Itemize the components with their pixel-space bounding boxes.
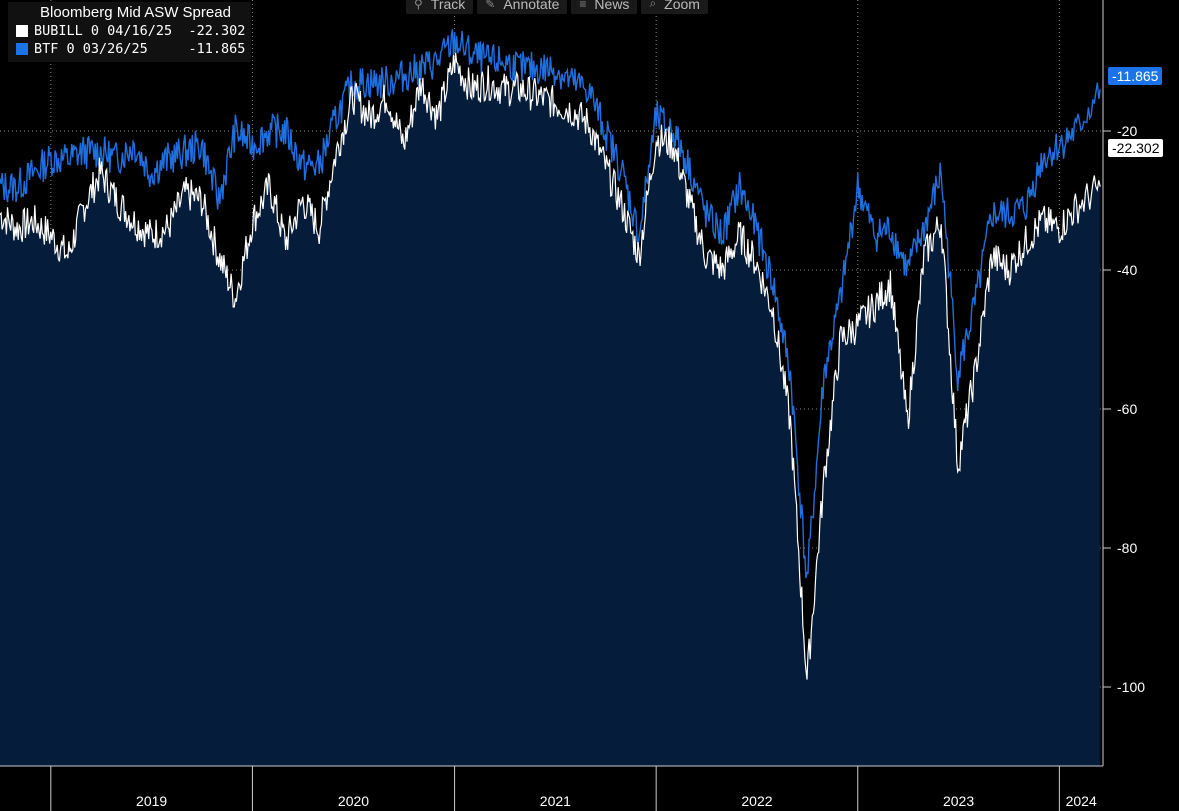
legend-btf-value: -11.865	[188, 41, 246, 57]
bubill-last-value-tag: -22.302	[1108, 139, 1164, 157]
axes: 0-20-40-60-80-10020192020202120222023202…	[0, 0, 1145, 811]
x-tick-label: 2020	[338, 793, 369, 809]
track-button[interactable]: ⚲ Track	[406, 0, 474, 14]
x-tick-label: 2021	[540, 793, 571, 809]
x-tick-label: 2024	[1066, 793, 1097, 809]
track-icon: ⚲	[414, 0, 423, 11]
legend-bubill-value: -22.302	[188, 23, 246, 39]
bubill-area-fill	[0, 53, 1101, 766]
legend-title: Bloomberg Mid ASW Spread	[40, 4, 231, 21]
chart-legend: Bloomberg Mid ASW Spread BUBILL 0 04/16/…	[8, 2, 252, 62]
annotate-button[interactable]: ✎ Annotate	[477, 0, 568, 14]
x-tick-label: 2022	[741, 793, 772, 809]
btf-series-line	[0, 29, 1101, 579]
zoom-button[interactable]: ⌕ Zoom	[641, 0, 708, 14]
news-icon: ≡	[579, 0, 587, 11]
btf-last-value-tag: -11.865	[1108, 67, 1163, 85]
annotate-label: Annotate	[503, 0, 560, 12]
legend-btf-name: BTF 0 03/26/25	[34, 41, 148, 57]
y-tick-label: -40	[1117, 262, 1137, 278]
bubill-swatch	[16, 25, 28, 37]
x-tick-label: 2023	[943, 793, 974, 809]
annotate-icon: ✎	[485, 0, 496, 11]
chart-toolbar: ⚲ Track ✎ Annotate ≡ News ⌕ Zoom	[406, 0, 708, 14]
y-tick-label: -100	[1117, 679, 1145, 695]
x-tick-label: 2019	[136, 793, 167, 809]
news-label: News	[594, 0, 630, 12]
legend-bubill-name: BUBILL 0 04/16/25	[34, 23, 173, 39]
y-tick-label: -60	[1117, 401, 1137, 417]
track-label: Track	[430, 0, 466, 12]
bubill-series-line	[0, 52, 1101, 680]
legend-entry-btf[interactable]: BTF 0 03/26/25 -11.865	[16, 40, 245, 58]
y-tick-label: -80	[1117, 540, 1137, 556]
zoom-label: Zoom	[664, 0, 700, 12]
y-tick-label: -20	[1117, 123, 1137, 139]
zoom-icon: ⌕	[649, 0, 657, 10]
news-button[interactable]: ≡ News	[571, 0, 638, 14]
legend-entry-bubill[interactable]: BUBILL 0 04/16/25 -22.302	[16, 22, 245, 40]
btf-swatch	[16, 43, 28, 55]
